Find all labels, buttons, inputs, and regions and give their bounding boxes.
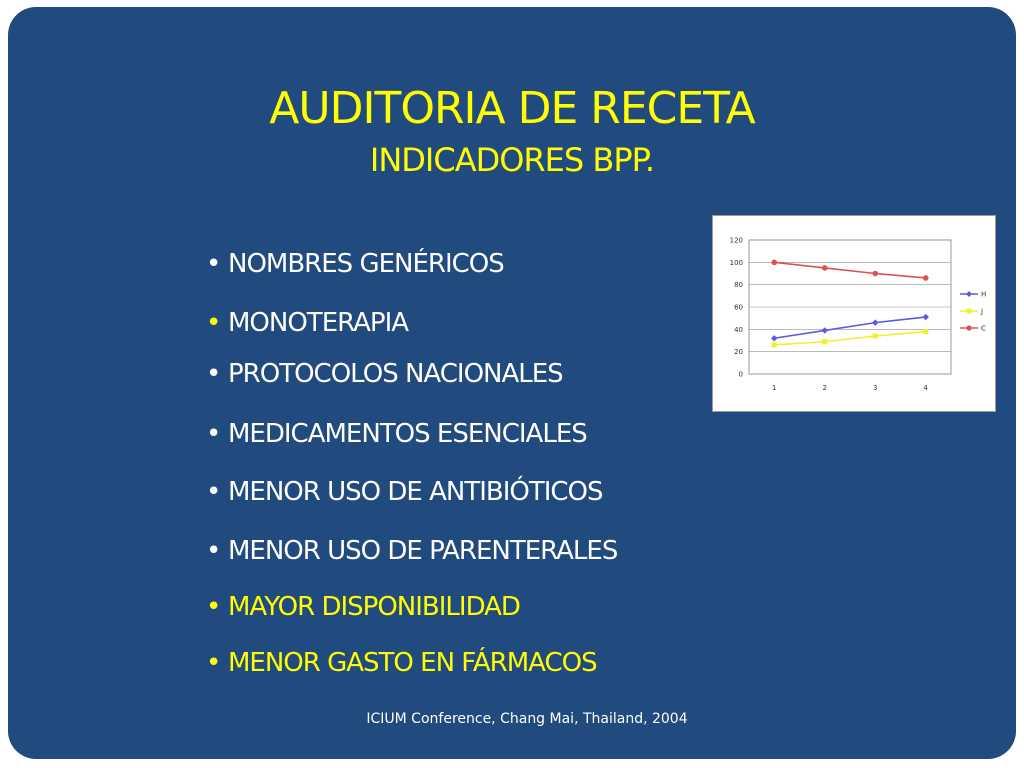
data-point — [771, 342, 777, 348]
data-point — [923, 328, 929, 335]
legend-label: J — [980, 308, 983, 316]
legend-label: C — [981, 325, 986, 333]
footer-citation: ICIUM Conference, Chang Mai, Thailand, 2… — [366, 711, 688, 727]
data-point — [821, 327, 828, 334]
line-chart: 0 20 40 60 80 100 120 1 2 3 4 H J C — [712, 215, 996, 412]
bullet-dot: • — [206, 359, 221, 389]
bullet-dot: • — [206, 592, 221, 622]
series-line — [774, 316, 926, 340]
slide: AUDITORIA DE RECETA INDICADORES BPP. • NO… — [8, 7, 1016, 759]
legend-marker — [966, 291, 972, 297]
data-point — [771, 259, 778, 266]
bullet-dot: • — [206, 308, 221, 338]
y-tick-label: 60 — [734, 304, 743, 312]
bullet-text: MENOR GASTO EN FÁRMACOS — [228, 648, 598, 678]
data-point — [771, 335, 778, 342]
bullet-item: • MENOR USO DE PARENTERALES — [206, 536, 618, 566]
bullet-item: • MENOR USO DE ANTIBIÓTICOS — [206, 477, 604, 507]
bullet-text: PROTOCOLOS NACIONALES — [228, 359, 564, 389]
bullet-dot: • — [206, 536, 221, 566]
y-tick-label: 120 — [730, 237, 743, 245]
line-chart-svg: 0 20 40 60 80 100 120 1 2 3 4 H J C — [730, 237, 987, 393]
bullet-dot: • — [206, 419, 221, 449]
bullet-dot: • — [206, 249, 221, 279]
bullet-item: • MEDICAMENTOS ESENCIALES — [206, 419, 588, 449]
data-point — [872, 270, 879, 277]
legend-marker — [966, 325, 972, 331]
bullet-text: MENOR USO DE PARENTERALES — [228, 536, 618, 566]
bullet-item: • PROTOCOLOS NACIONALES — [206, 359, 564, 389]
bullet-text: MAYOR DISPONIBILIDAD — [228, 592, 521, 622]
bullet-item: • MONOTERAPIA — [206, 308, 409, 338]
data-point — [922, 313, 929, 321]
bullet-text: NOMBRES GENÉRICOS — [228, 249, 505, 279]
bullet-item: • NOMBRES GENÉRICOS — [206, 249, 505, 279]
bullet-text: MENOR USO DE ANTIBIÓTICOS — [228, 477, 604, 507]
x-tick-label: 1 — [772, 384, 776, 392]
x-tick-label: 3 — [873, 384, 877, 392]
slide-subtitle: INDICADORES BPP. — [369, 141, 655, 179]
y-tick-label: 40 — [734, 326, 743, 334]
data-point — [822, 339, 828, 345]
bullet-text: MONOTERAPIA — [228, 308, 409, 338]
bullet-item: • MAYOR DISPONIBILIDAD — [206, 592, 521, 622]
bullet-dot: • — [206, 648, 221, 678]
slide-title: AUDITORIA DE RECETA — [269, 83, 755, 134]
x-tick-label: 4 — [924, 384, 929, 392]
y-tick-label: 100 — [730, 259, 743, 267]
x-tick-label: 2 — [823, 384, 827, 392]
data-point — [821, 265, 828, 271]
legend-marker — [966, 308, 972, 314]
bullet-item: • MENOR GASTO EN FÁRMACOS — [206, 648, 598, 678]
bullet-dot: • — [206, 477, 221, 507]
bullet-text: MEDICAMENTOS ESENCIALES — [228, 419, 588, 449]
y-tick-label: 0 — [739, 371, 743, 379]
y-tick-label: 20 — [734, 348, 743, 356]
data-point — [872, 333, 878, 339]
legend-label: H — [981, 291, 986, 299]
data-point — [922, 275, 929, 281]
y-tick-label: 80 — [734, 281, 743, 289]
data-point — [872, 319, 879, 326]
series-line — [774, 261, 926, 279]
series-line — [774, 330, 926, 346]
